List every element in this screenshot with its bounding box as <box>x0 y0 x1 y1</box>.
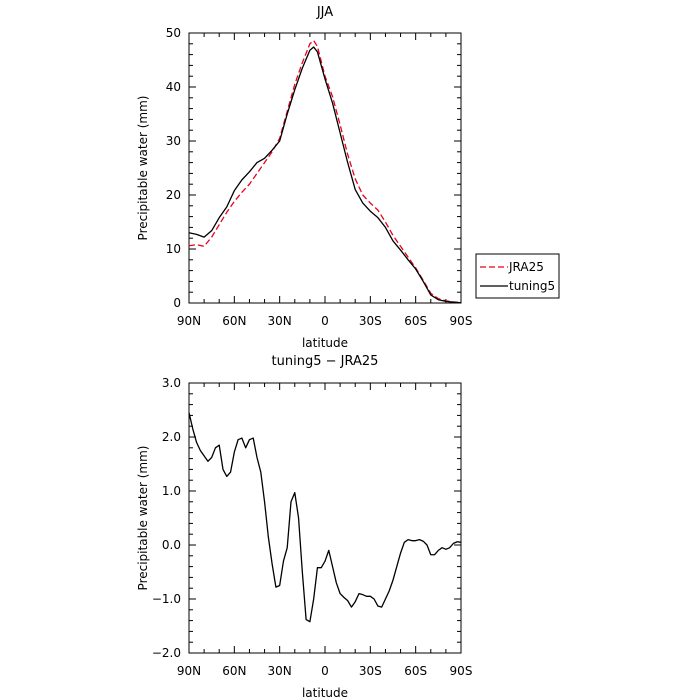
plot-frame <box>188 32 462 304</box>
x-tick-label: 90S <box>450 664 473 678</box>
legend-label: tuning5 <box>509 279 555 293</box>
x-axis-label: latitude <box>302 336 348 350</box>
x-tick-label: 90N <box>177 664 201 678</box>
x-tick-label: 30N <box>268 664 292 678</box>
legend-label: JRA25 <box>508 260 544 274</box>
chart-title: tuning5 − JRA25 <box>272 354 379 369</box>
y-tick-label: 3.0 <box>162 376 181 390</box>
x-tick-label: 30S <box>359 664 382 678</box>
y-tick-label: 40 <box>166 80 181 94</box>
chart-title: JJA <box>316 5 333 20</box>
x-tick-label: 90N <box>177 314 201 328</box>
y-tick-label: 50 <box>166 26 181 40</box>
series-line-series-0 <box>188 412 462 623</box>
y-tick-label: −2.0 <box>152 646 181 660</box>
x-tick-label: 60S <box>404 664 427 678</box>
chart-difference: 90N 60N 30N 0 30S 60S 90S 3.0 2.0 1.0 0.0 −1.0 −2.0 t… <box>136 354 472 700</box>
legend-box <box>475 253 560 299</box>
y-tick-label: 0 <box>173 296 181 310</box>
series-line-tuning5 <box>188 46 462 304</box>
y-tick-label: 10 <box>166 242 181 256</box>
series-line-jra25 <box>188 39 462 304</box>
x-tick-label: 30S <box>359 314 382 328</box>
x-axis-label: latitude <box>302 686 348 700</box>
y-axis-label: Precipitable water (mm) <box>136 446 150 591</box>
x-tick-label: 60N <box>222 664 246 678</box>
x-tick-label: 30N <box>268 314 292 328</box>
x-tick-label: 0 <box>321 314 329 328</box>
x-tick-label: 90S <box>450 314 473 328</box>
y-tick-label: 20 <box>166 188 181 202</box>
x-tick-label: 0 <box>321 664 329 678</box>
plot-frame <box>188 382 462 654</box>
y-axis-label: Precipitable water (mm) <box>136 96 150 241</box>
x-tick-label: 60S <box>404 314 427 328</box>
y-tick-label: 2.0 <box>162 430 181 444</box>
y-tick-label: 0.0 <box>162 538 181 552</box>
y-tick-label: 30 <box>166 134 181 148</box>
y-tick-label: −1.0 <box>152 592 181 606</box>
chart-jja: 90N 60N 30N 0 30S 60S 90S 0 10 20 30 40 50 JJA latitud… <box>136 5 560 350</box>
x-tick-label: 60N <box>222 314 246 328</box>
y-tick-label: 1.0 <box>162 484 181 498</box>
